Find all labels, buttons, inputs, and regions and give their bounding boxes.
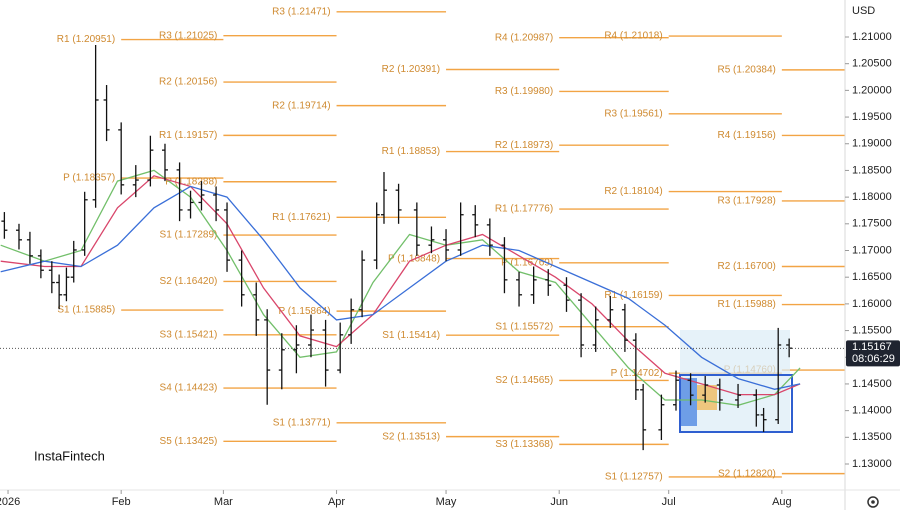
pivot-label: P (1.14702) bbox=[611, 368, 663, 379]
last-price-label: 1.15167 bbox=[852, 341, 892, 353]
settings-icon-center bbox=[871, 500, 875, 504]
y-tick-label: 1.17500 bbox=[852, 218, 892, 230]
pivot-label: P (1.16769) bbox=[501, 257, 553, 268]
currency-label[interactable]: USD bbox=[852, 5, 875, 17]
pivot-label: R3 (1.17928) bbox=[717, 196, 775, 207]
pivot-label: R4 (1.19156) bbox=[717, 130, 775, 141]
y-tick-label: 1.19000 bbox=[852, 138, 892, 150]
x-tick-label: Jun bbox=[550, 496, 568, 508]
last-price-box bbox=[846, 340, 900, 367]
x-tick-label: May bbox=[436, 496, 457, 508]
pivot-label: R3 (1.21025) bbox=[159, 30, 217, 41]
y-tick-label: 1.20000 bbox=[852, 84, 892, 96]
x-tick-label: Jul bbox=[662, 496, 676, 508]
moving-averages bbox=[0, 169, 801, 406]
moving-average bbox=[0, 185, 801, 390]
y-tick-label: 1.16000 bbox=[852, 298, 892, 310]
pivot-label: R1 (1.18853) bbox=[382, 146, 440, 157]
volume-histogram bbox=[697, 385, 717, 410]
y-tick-label: 1.21000 bbox=[852, 31, 892, 43]
y-tick-label: 1.20500 bbox=[852, 58, 892, 70]
x-tick-label: Aug bbox=[772, 496, 792, 508]
settings-icon[interactable] bbox=[867, 496, 879, 508]
x-tick-label: Apr bbox=[328, 496, 345, 508]
y-tick-label: 1.19500 bbox=[852, 111, 892, 123]
y-tick-label: 1.13000 bbox=[852, 458, 892, 470]
pivot-label: R4 (1.21018) bbox=[604, 31, 662, 42]
pivot-label: P (1.15864) bbox=[278, 306, 330, 317]
pivot-label: R1 (1.15988) bbox=[717, 299, 775, 310]
pivot-label: R2 (1.20156) bbox=[159, 77, 217, 88]
x-tick-label: Feb bbox=[112, 496, 131, 508]
y-tick-label: 1.18500 bbox=[852, 164, 892, 176]
pivot-label: R4 (1.20987) bbox=[495, 32, 553, 43]
price-bars bbox=[1, 44, 793, 451]
pivot-label: R1 (1.17776) bbox=[495, 204, 553, 215]
y-tick-label: 1.18000 bbox=[852, 191, 892, 203]
pivot-label: S3 (1.13368) bbox=[495, 439, 553, 450]
axes: 1.130001.135001.140001.145001.150001.155… bbox=[0, 31, 900, 508]
volume-histogram bbox=[681, 378, 697, 426]
pivot-label: S3 (1.15421) bbox=[160, 329, 218, 340]
pivot-label: S1 (1.15414) bbox=[382, 330, 440, 341]
pivot-label: S4 (1.14423) bbox=[160, 383, 218, 394]
pivot-label: R5 (1.20384) bbox=[717, 65, 775, 76]
y-tick-label: 1.14000 bbox=[852, 405, 892, 417]
pivot-label: S1 (1.17289) bbox=[160, 230, 218, 241]
x-tick-label: 2026 bbox=[0, 496, 20, 508]
pivot-label: S2 (1.12820) bbox=[718, 468, 776, 479]
pivot-label: R2 (1.20391) bbox=[382, 64, 440, 75]
pivot-label: S1 (1.13771) bbox=[273, 417, 331, 428]
y-tick-label: 1.13500 bbox=[852, 431, 892, 443]
pivot-label: S1 (1.15885) bbox=[57, 305, 115, 316]
pivot-label: R3 (1.19561) bbox=[604, 108, 662, 119]
pivot-label: R3 (1.19980) bbox=[495, 86, 553, 97]
clock-label: 08:06:29 bbox=[852, 353, 895, 365]
y-tick-label: 1.17000 bbox=[852, 244, 892, 256]
pivot-label: S1 (1.12757) bbox=[605, 472, 663, 483]
pivot-label: S5 (1.13425) bbox=[160, 436, 218, 447]
y-tick-label: 1.14500 bbox=[852, 378, 892, 390]
pivot-label: R3 (1.21471) bbox=[272, 6, 330, 17]
pivot-label: S2 (1.14565) bbox=[495, 375, 553, 386]
watermark-box bbox=[28, 442, 132, 472]
pivot-label: P (1.18357) bbox=[63, 173, 115, 184]
pivot-label: R1 (1.16159) bbox=[604, 290, 662, 301]
x-tick-label: Mar bbox=[214, 496, 233, 508]
pivot-label: R1 (1.20951) bbox=[57, 34, 115, 45]
pivot-label: R2 (1.18104) bbox=[604, 186, 662, 197]
pivot-label: R2 (1.18973) bbox=[495, 140, 553, 151]
pivot-label: R2 (1.19714) bbox=[272, 100, 330, 111]
pivot-label: S2 (1.13513) bbox=[382, 431, 440, 442]
moving-average bbox=[0, 169, 801, 406]
y-tick-label: 1.15500 bbox=[852, 324, 892, 336]
pivot-label: S2 (1.16420) bbox=[160, 276, 218, 287]
volume-profile-area bbox=[680, 330, 790, 432]
y-tick-label: 1.16500 bbox=[852, 271, 892, 283]
pivot-label: R1 (1.19157) bbox=[159, 130, 217, 141]
pivot-label: S1 (1.15572) bbox=[495, 321, 553, 332]
pivot-label: P (1.18288) bbox=[165, 176, 217, 187]
watermark: InstaFintech bbox=[34, 448, 105, 463]
pivot-label: R2 (1.16700) bbox=[717, 261, 775, 272]
pivot-label: R1 (1.17621) bbox=[272, 212, 330, 223]
value-area-box bbox=[679, 374, 793, 433]
moving-average bbox=[0, 175, 801, 396]
